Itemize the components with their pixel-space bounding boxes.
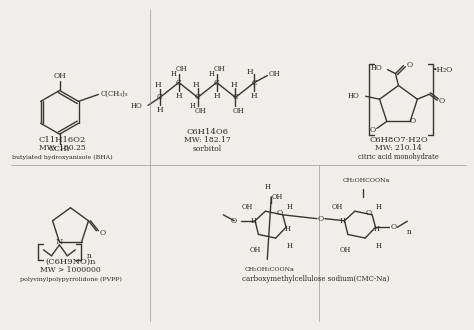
Text: n: n: [87, 252, 92, 260]
Text: OH: OH: [331, 203, 343, 211]
Text: MW: 210.14: MW: 210.14: [375, 144, 422, 152]
Text: H: H: [247, 68, 254, 76]
Text: MW: 180.25: MW: 180.25: [39, 144, 86, 152]
Text: OH: OH: [339, 247, 350, 254]
Text: O: O: [438, 97, 444, 105]
Text: C6H8O7·H2O: C6H8O7·H2O: [369, 136, 428, 144]
Text: OH: OH: [250, 247, 261, 254]
Text: O: O: [410, 117, 416, 125]
Text: OH: OH: [195, 107, 207, 115]
Text: OH: OH: [268, 70, 280, 78]
Text: H: H: [340, 217, 346, 225]
Text: O: O: [231, 217, 237, 225]
Text: OCH₃: OCH₃: [49, 145, 70, 153]
Text: H: H: [374, 225, 380, 233]
Text: H: H: [286, 243, 292, 250]
Text: H: H: [190, 102, 196, 110]
Text: OH: OH: [53, 72, 66, 80]
Text: O: O: [318, 215, 324, 223]
Text: polyvinylpolypyrrolidone (PVPP): polyvinylpolypyrrolidone (PVPP): [19, 277, 121, 282]
Text: •H₂O: •H₂O: [433, 66, 453, 74]
Text: O: O: [390, 223, 396, 231]
Text: OH: OH: [176, 65, 188, 73]
Text: O: O: [406, 61, 412, 69]
Text: N: N: [56, 238, 63, 246]
Text: H: H: [375, 243, 382, 250]
Text: C: C: [252, 79, 257, 86]
Text: citric acid monohydrate: citric acid monohydrate: [358, 153, 439, 161]
Text: (C6H9NO)n: (C6H9NO)n: [45, 257, 96, 265]
Text: H: H: [230, 82, 237, 89]
Text: OH: OH: [242, 203, 253, 211]
Text: H: H: [156, 106, 163, 114]
Text: H: H: [251, 92, 258, 100]
Text: H: H: [209, 70, 215, 78]
Text: C6H14O6: C6H14O6: [186, 128, 228, 136]
Text: butylated hydroxyanisole (BHA): butylated hydroxyanisole (BHA): [12, 154, 113, 160]
Text: H: H: [375, 203, 382, 211]
Text: C: C: [214, 79, 219, 86]
Text: carboxymethylcellulose sodium(CMC-Na): carboxymethylcellulose sodium(CMC-Na): [242, 275, 390, 283]
Text: H: H: [192, 81, 199, 88]
Text: H: H: [155, 82, 161, 89]
Text: C: C: [157, 93, 163, 101]
Text: C: C: [233, 93, 238, 101]
Text: O: O: [365, 209, 372, 217]
Text: C: C: [176, 79, 182, 86]
Text: C11H16O2: C11H16O2: [39, 136, 86, 144]
Text: OH: OH: [214, 65, 226, 73]
Text: HO: HO: [348, 92, 360, 100]
Text: HO: HO: [371, 64, 383, 72]
Text: O: O: [276, 209, 283, 217]
Text: OH: OH: [272, 193, 283, 201]
Text: n: n: [407, 228, 412, 236]
Text: CH₂OHCOONa: CH₂OHCOONa: [343, 179, 390, 183]
Text: HO: HO: [130, 102, 142, 110]
Text: O: O: [100, 229, 105, 237]
Text: C(CH₃)₃: C(CH₃)₃: [100, 89, 128, 97]
Text: C: C: [195, 93, 201, 101]
Text: H: H: [250, 217, 256, 225]
Text: H: H: [213, 92, 220, 100]
Text: H: H: [175, 92, 182, 100]
Text: H: H: [286, 203, 292, 211]
Text: sorbitol: sorbitol: [192, 145, 222, 153]
Text: CH₂OH₂COONa: CH₂OH₂COONa: [245, 267, 294, 272]
Text: H: H: [284, 225, 290, 233]
Text: H: H: [171, 70, 177, 78]
Text: H: H: [264, 183, 270, 191]
Text: MW > 1000000: MW > 1000000: [40, 266, 101, 274]
Text: MW: 182.17: MW: 182.17: [184, 136, 230, 144]
Text: O: O: [370, 126, 376, 134]
Text: OH: OH: [233, 107, 244, 115]
